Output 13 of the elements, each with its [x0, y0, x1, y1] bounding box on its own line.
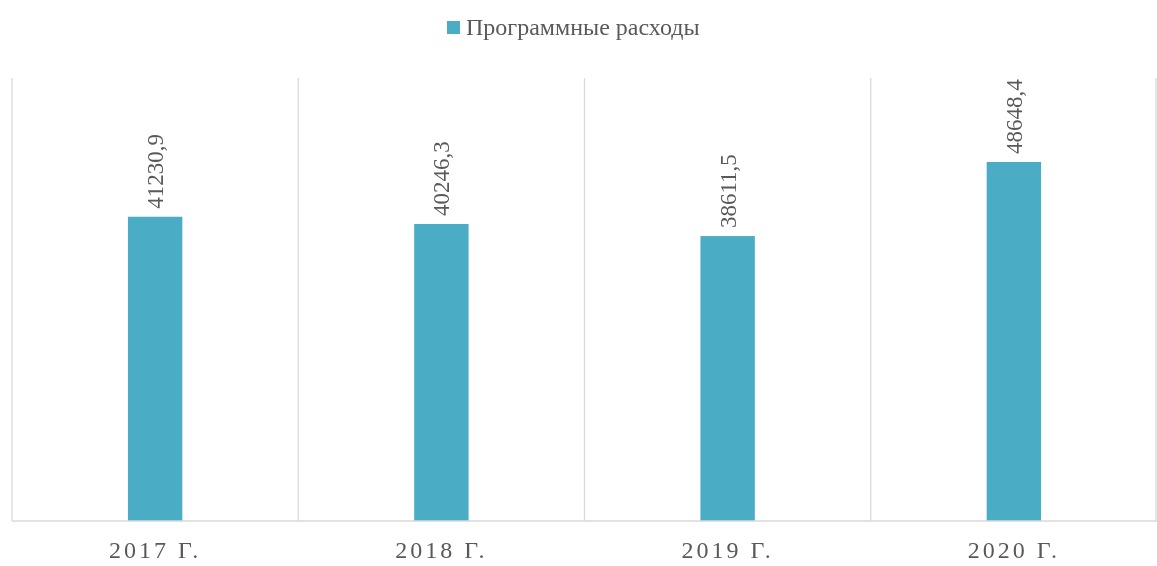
bar [700, 236, 755, 521]
bar [127, 216, 183, 521]
bar [414, 224, 469, 521]
bar [986, 162, 1042, 521]
data-label: 40246,3 [429, 141, 455, 216]
legend-label: Программные расходы [466, 14, 700, 40]
x-tick-label: 2018 Г. [395, 537, 488, 563]
data-label: 41230,9 [143, 133, 169, 209]
data-label: 38611,5 [715, 154, 741, 229]
x-tick-label: 2017 Г. [109, 537, 202, 563]
x-tick-label: 2019 Г. [681, 537, 774, 563]
x-tick-label: 2020 Г. [967, 537, 1060, 563]
data-label: 48648,4 [1001, 78, 1027, 154]
